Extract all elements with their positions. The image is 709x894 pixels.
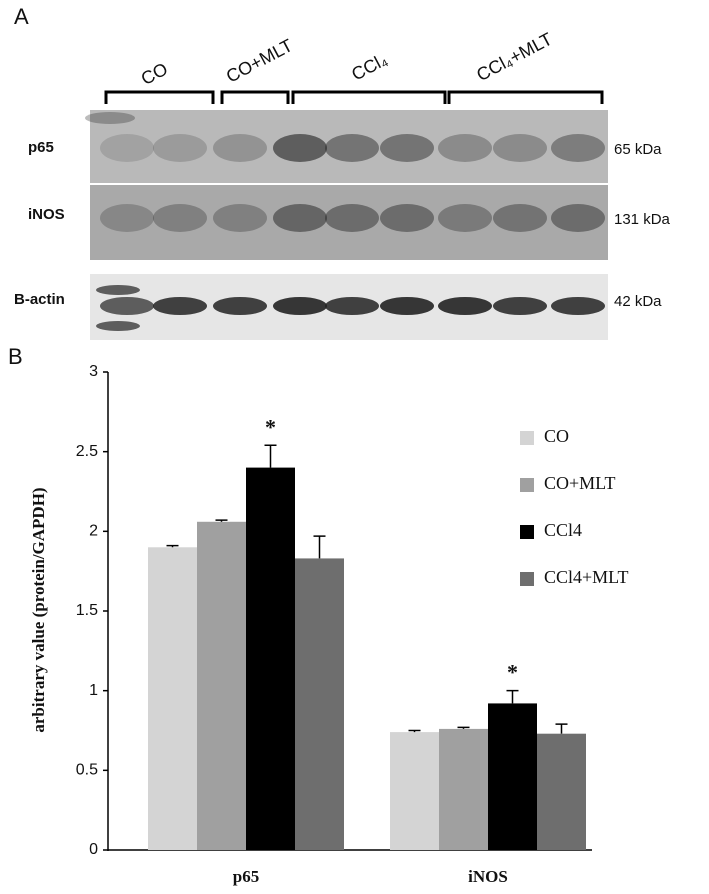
row-label: B-actin: [14, 291, 65, 308]
y-tick-label: 1: [89, 682, 98, 699]
y-tick-label: 2: [89, 523, 98, 540]
error-bar: [408, 729, 421, 733]
blot-band: [325, 204, 379, 232]
legend-label: CCl4: [544, 520, 582, 540]
blot-band: [96, 285, 140, 295]
blot-band: [493, 297, 547, 315]
blot-band: [493, 134, 547, 162]
error-bar: [313, 535, 326, 559]
blot-band: [551, 134, 605, 162]
western-blot: [85, 90, 608, 340]
group-label: CCl₄+MLT: [473, 29, 555, 85]
blot-band: [153, 134, 207, 162]
blot-band: [100, 134, 154, 162]
blot-band: [551, 297, 605, 315]
blot-band: [273, 134, 327, 162]
error-bar: [457, 726, 470, 729]
error-bar: [506, 689, 519, 704]
legend-swatch: [520, 572, 534, 586]
error-bar: [215, 519, 228, 522]
blot-band: [153, 204, 207, 232]
bar: [488, 703, 537, 850]
panel-label: B: [8, 344, 23, 369]
blot-band: [380, 204, 434, 232]
legend-swatch: [520, 478, 534, 492]
group-label: CO+MLT: [223, 35, 296, 87]
y-tick-label: 0.5: [76, 762, 98, 779]
row-label: iNOS: [28, 206, 65, 223]
blot-band: [273, 204, 327, 232]
blot-band: [100, 297, 154, 315]
legend-label: CCl4+MLT: [544, 567, 629, 587]
blot-band: [380, 134, 434, 162]
bar: [390, 732, 439, 850]
blot-band: [438, 204, 492, 232]
y-tick-label: 0: [89, 841, 98, 858]
y-axis-label: arbitrary value (protein/GAPDH): [29, 487, 48, 732]
row-size: 42 kDa: [614, 293, 662, 310]
error-bar: [264, 444, 277, 468]
error-bar: [555, 723, 568, 734]
legend-label: CO: [544, 426, 569, 446]
y-tick-label: 2.5: [76, 443, 98, 460]
row-size: 65 kDa: [614, 141, 662, 158]
blot-band: [325, 297, 379, 315]
row-size: 131 kDa: [614, 211, 671, 228]
legend-swatch: [520, 431, 534, 445]
bar: [295, 558, 344, 850]
blot-band: [213, 204, 267, 232]
blot-band: [153, 297, 207, 315]
panel-label: A: [14, 4, 29, 29]
blot-band: [551, 204, 605, 232]
group-label: CO: [138, 59, 171, 89]
blot-band: [325, 134, 379, 162]
x-tick-label: p65: [233, 867, 259, 886]
blot-band: [438, 134, 492, 162]
x-tick-label: iNOS: [468, 867, 508, 886]
annotation: *: [507, 660, 518, 685]
blot-band: [493, 204, 547, 232]
blot-band: [85, 112, 135, 124]
legend-swatch: [520, 525, 534, 539]
blot-strip: [90, 110, 608, 183]
bar: [148, 547, 197, 850]
error-bar: [166, 544, 179, 548]
blot-band: [438, 297, 492, 315]
legend-label: CO+MLT: [544, 473, 616, 493]
y-tick-label: 1.5: [76, 602, 98, 619]
bar: [439, 728, 488, 850]
blot-band: [100, 204, 154, 232]
blot-band: [273, 297, 327, 315]
group-label: CCl₄: [348, 49, 390, 84]
blot-band: [96, 321, 140, 331]
group-brackets: [104, 90, 604, 104]
blot-band: [213, 134, 267, 162]
blot-strip: [90, 185, 608, 260]
bar: [537, 733, 586, 850]
y-tick-label: 3: [89, 363, 98, 380]
bar: [197, 521, 246, 850]
annotation: *: [265, 414, 276, 439]
bar: [246, 467, 295, 850]
blot-band: [380, 297, 434, 315]
blot-band: [213, 297, 267, 315]
row-label: p65: [28, 139, 54, 156]
